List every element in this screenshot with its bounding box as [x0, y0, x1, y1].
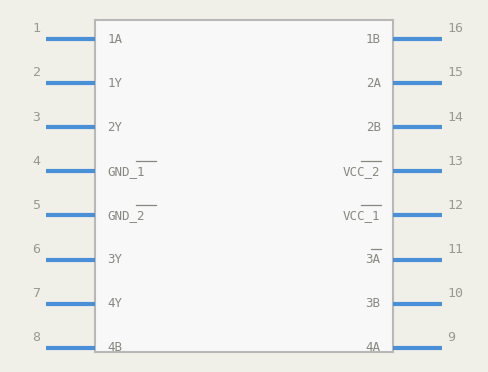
Text: 3: 3: [33, 110, 41, 124]
Text: GND_1: GND_1: [107, 165, 145, 178]
Text: 3A: 3A: [366, 253, 381, 266]
Text: GND_2: GND_2: [107, 209, 145, 222]
Text: 4A: 4A: [366, 341, 381, 354]
Text: 16: 16: [447, 22, 464, 35]
Text: 14: 14: [447, 110, 464, 124]
Text: 6: 6: [33, 243, 41, 256]
Text: 8: 8: [33, 331, 41, 344]
Text: VCC_2: VCC_2: [343, 165, 381, 178]
Text: 10: 10: [447, 287, 464, 300]
Text: 13: 13: [447, 155, 464, 168]
Bar: [95, 20, 393, 352]
Text: 7: 7: [33, 287, 41, 300]
Text: 4B: 4B: [107, 341, 122, 354]
Text: 11: 11: [447, 243, 464, 256]
Text: 5: 5: [33, 199, 41, 212]
Text: 4: 4: [33, 155, 41, 168]
Text: 2B: 2B: [366, 121, 381, 134]
Text: 4Y: 4Y: [107, 297, 122, 310]
Text: VCC_1: VCC_1: [343, 209, 381, 222]
Text: 2Y: 2Y: [107, 121, 122, 134]
Text: 9: 9: [447, 331, 455, 344]
Text: 2: 2: [33, 67, 41, 80]
Text: 15: 15: [447, 67, 464, 80]
Text: 1A: 1A: [107, 33, 122, 45]
Text: 3B: 3B: [366, 297, 381, 310]
Text: 3Y: 3Y: [107, 253, 122, 266]
Text: 1B: 1B: [366, 33, 381, 45]
Text: 12: 12: [447, 199, 464, 212]
Text: 2A: 2A: [366, 77, 381, 90]
Text: 1Y: 1Y: [107, 77, 122, 90]
Text: 1: 1: [33, 22, 41, 35]
